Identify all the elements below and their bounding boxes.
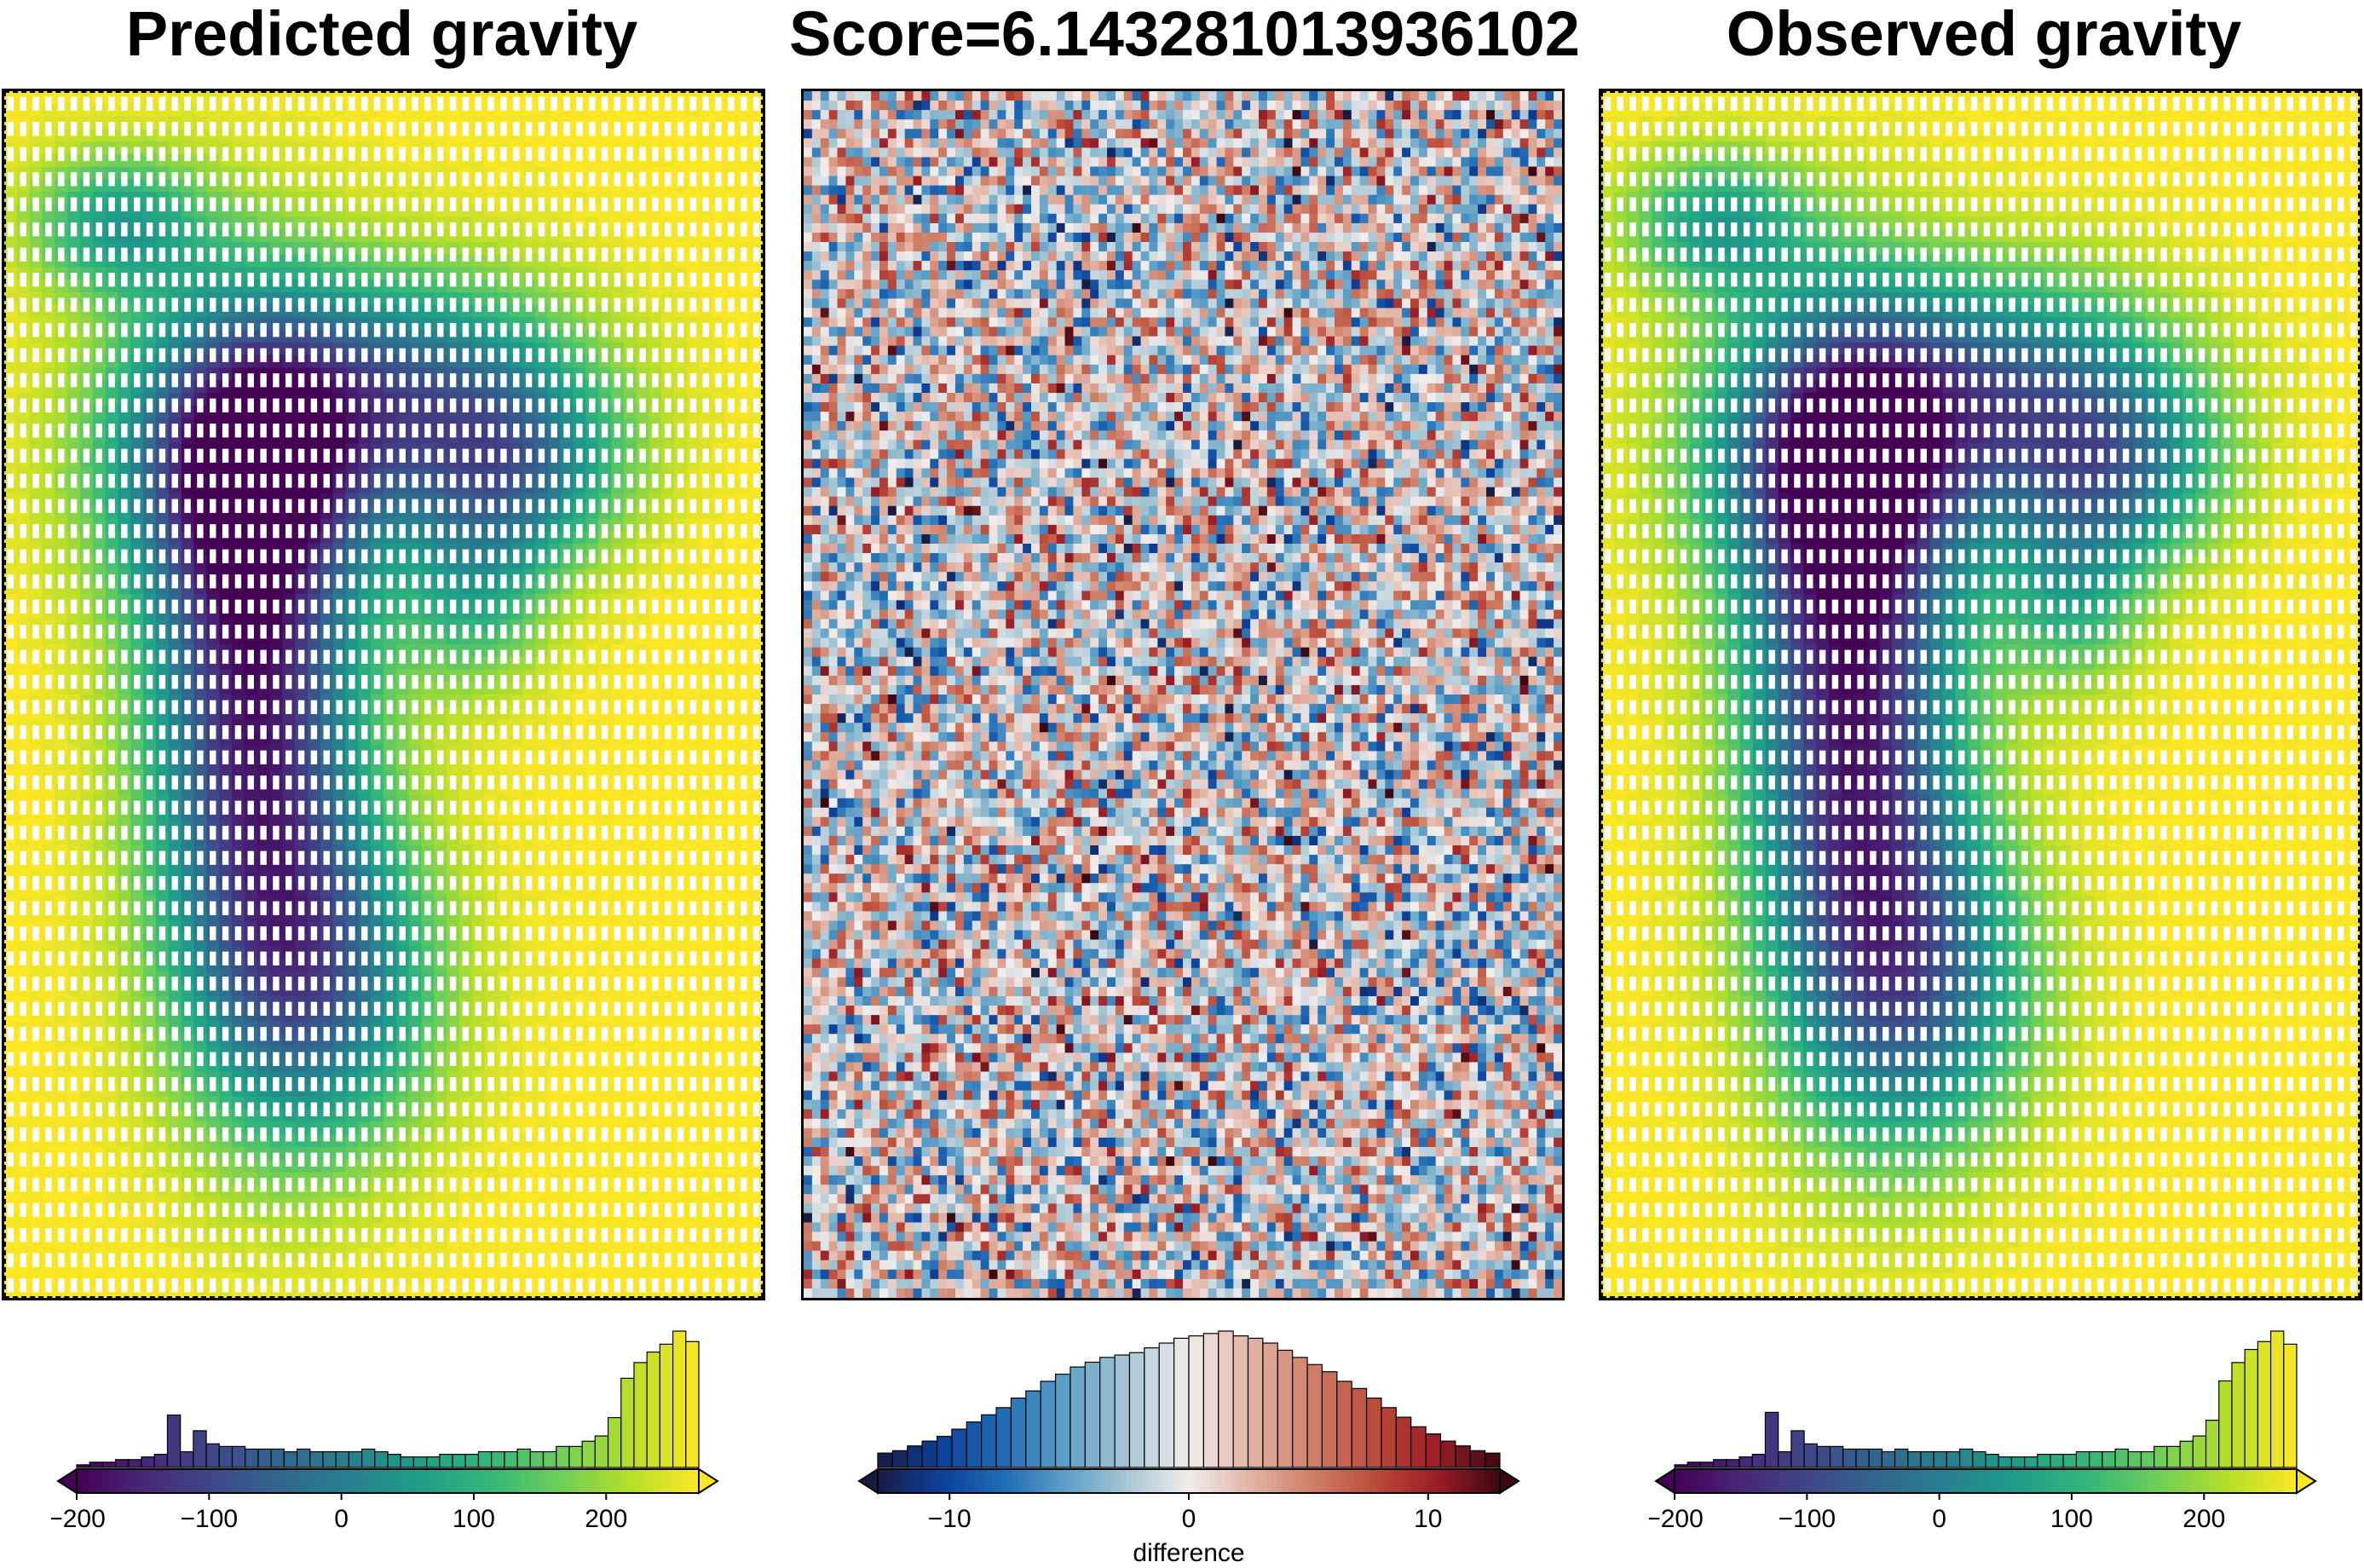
title-predicted: Predicted gravity xyxy=(0,2,764,66)
title-observed: Observed gravity xyxy=(1602,2,2364,66)
title-score: Score=6.143281013936102 xyxy=(750,2,1619,66)
predicted-gravity-map xyxy=(2,89,765,1300)
